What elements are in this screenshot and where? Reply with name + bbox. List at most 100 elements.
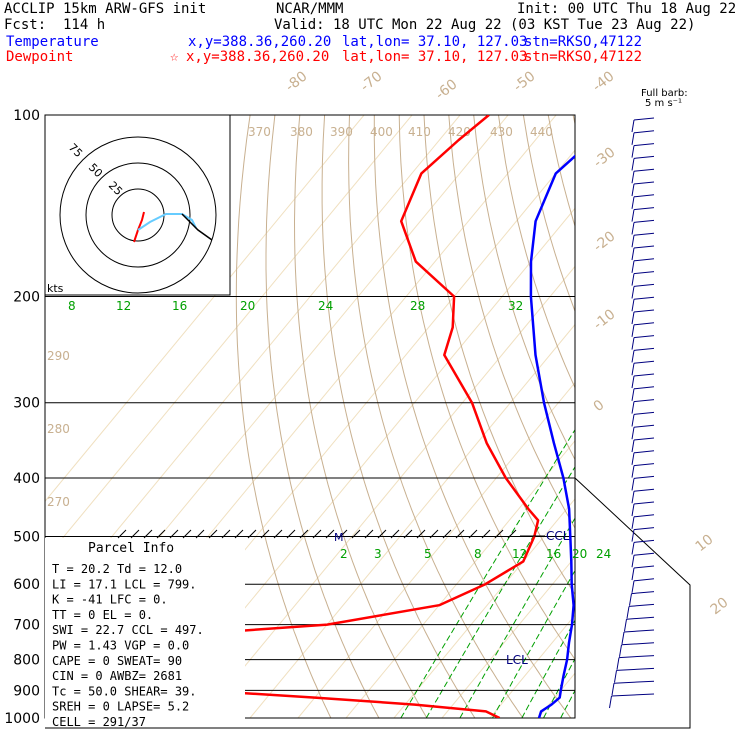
wind-barb	[633, 411, 655, 415]
mixing-ratio-label: 3	[374, 547, 382, 561]
isotherm-line	[45, 115, 413, 561]
parcel-hatch	[351, 529, 361, 539]
dry-adiabat-line	[598, 115, 740, 718]
mixing-ratio-line	[598, 221, 740, 718]
theta-label: 370	[248, 125, 271, 139]
parcel-hatch	[169, 529, 179, 539]
parcel-hatch	[182, 529, 192, 539]
isotherm-label: -60	[433, 76, 461, 103]
wind-barb-flag	[631, 235, 635, 248]
theta-label: 440	[530, 125, 553, 139]
wind-barb-flag	[614, 670, 617, 683]
dry-adiabat-line	[697, 115, 740, 718]
wind-barb	[633, 283, 655, 287]
annotations: CCL LCL M	[117, 529, 570, 667]
dry-adiabat-line	[293, 115, 428, 718]
isotherm-label: -70	[358, 68, 386, 95]
mixing-ratio-lines	[400, 221, 740, 718]
dewpoint-star-icon: ☆	[170, 49, 179, 65]
wind-barb-flag	[611, 683, 615, 696]
parcel-hatch	[143, 529, 153, 539]
wind-barb-flag	[631, 209, 635, 222]
wind-barb	[633, 399, 655, 403]
theta-label: 380	[290, 125, 313, 139]
wind-barb-flag	[631, 299, 635, 312]
wind-barb	[621, 642, 655, 646]
dry-adiabat-line	[373, 115, 572, 718]
parcel-hatch	[312, 529, 322, 539]
pressure-tick-label: 500	[13, 529, 40, 545]
pressure-tick-label: 400	[13, 471, 40, 487]
wind-barb-flag	[631, 567, 635, 581]
mixing-ratio-label: 16	[172, 299, 187, 313]
wind-barb-flag	[609, 695, 612, 709]
wind-barb	[633, 347, 655, 351]
wind-barb-flag	[631, 311, 635, 325]
mixing-ratio-label: 5	[424, 547, 432, 561]
wind-barb	[623, 629, 655, 633]
mixing-ratio-line	[543, 657, 575, 718]
parcel-info-row: K = -41 LFC = 0.	[52, 593, 168, 607]
dewpoint-legend: Dewpoint	[6, 49, 74, 65]
parcel-info-row: SREH = 0 LAPSE= 5.2	[52, 700, 189, 714]
hodograph-ring	[59, 136, 217, 294]
mixing-ratio-label: 28	[410, 299, 425, 313]
hodograph-trace-mid	[137, 213, 197, 231]
theta-label: 430	[490, 125, 513, 139]
parcel-hatch	[286, 529, 296, 539]
wind-barb	[633, 245, 655, 249]
org-label: NCAR/MMM	[276, 1, 344, 17]
wind-barb-flag	[631, 158, 635, 171]
parcel-hatch	[429, 529, 439, 539]
wind-barb-flag	[631, 529, 635, 542]
wind-barb-flag	[631, 439, 635, 453]
mixing-ratio-line	[400, 428, 575, 718]
wind-barb-flag	[631, 542, 635, 555]
wind-barb	[633, 552, 655, 556]
dewpoint-xy: x,y=388.36,260.20	[186, 49, 330, 65]
model-title: ACCLIP 15km ARW-GFS init	[4, 1, 207, 17]
dry-adiabat-line	[473, 115, 575, 461]
isotherm-line	[586, 115, 740, 718]
wind-barb	[626, 616, 655, 620]
parcel-hatch	[130, 529, 140, 539]
temperature-xy: x,y=388.36,260.20	[188, 34, 332, 50]
parcel-info-row: Tc = 50.0 SHEAR= 39.	[52, 684, 197, 698]
parcel-hatch	[221, 529, 231, 539]
wind-barb	[633, 296, 655, 300]
isotherm-line	[393, 498, 575, 718]
dry-adiabat-line	[398, 115, 575, 661]
dry-adiabat-line	[321, 115, 476, 718]
lcl-label: LCL	[506, 653, 528, 667]
hodograph-trace-low	[133, 211, 145, 243]
isotherm-label: -40	[590, 68, 618, 95]
parcel-box-bg	[45, 538, 245, 726]
parcel-hatch	[117, 529, 127, 539]
wind-barb	[633, 271, 655, 275]
wind-barb	[618, 655, 655, 659]
isotherm-label: 0	[591, 397, 608, 415]
wind-barb	[633, 143, 655, 147]
wind-barb-flag	[631, 350, 635, 363]
wind-barb	[633, 450, 655, 454]
wind-barb-flag	[631, 580, 635, 593]
mixing-ratio-line	[492, 569, 575, 718]
wind-barb-flag	[631, 171, 635, 184]
parcel-hatch	[442, 529, 452, 539]
wind-barb-flag	[631, 337, 635, 350]
dry-adiabat-line	[265, 115, 380, 718]
wind-barb	[633, 232, 655, 236]
parcel-info-row: TT = 0 EL = 0.	[52, 608, 153, 622]
parcel-info-title: Parcel Info	[88, 541, 174, 556]
wind-barb-flag	[624, 619, 627, 632]
wind-barb-flag	[631, 260, 635, 273]
wind-barb	[633, 386, 655, 390]
wind-barb	[633, 501, 655, 505]
parcel-info-row: CIN = 0 AWBZ= 2681	[52, 669, 182, 683]
wind-barb-flag	[631, 247, 635, 261]
dry-adiabat-line	[648, 115, 740, 718]
dry-adiabat-line	[522, 115, 575, 313]
wind-barb	[633, 475, 655, 479]
wind-barb-flag	[631, 478, 635, 491]
wind-barb	[633, 258, 655, 262]
